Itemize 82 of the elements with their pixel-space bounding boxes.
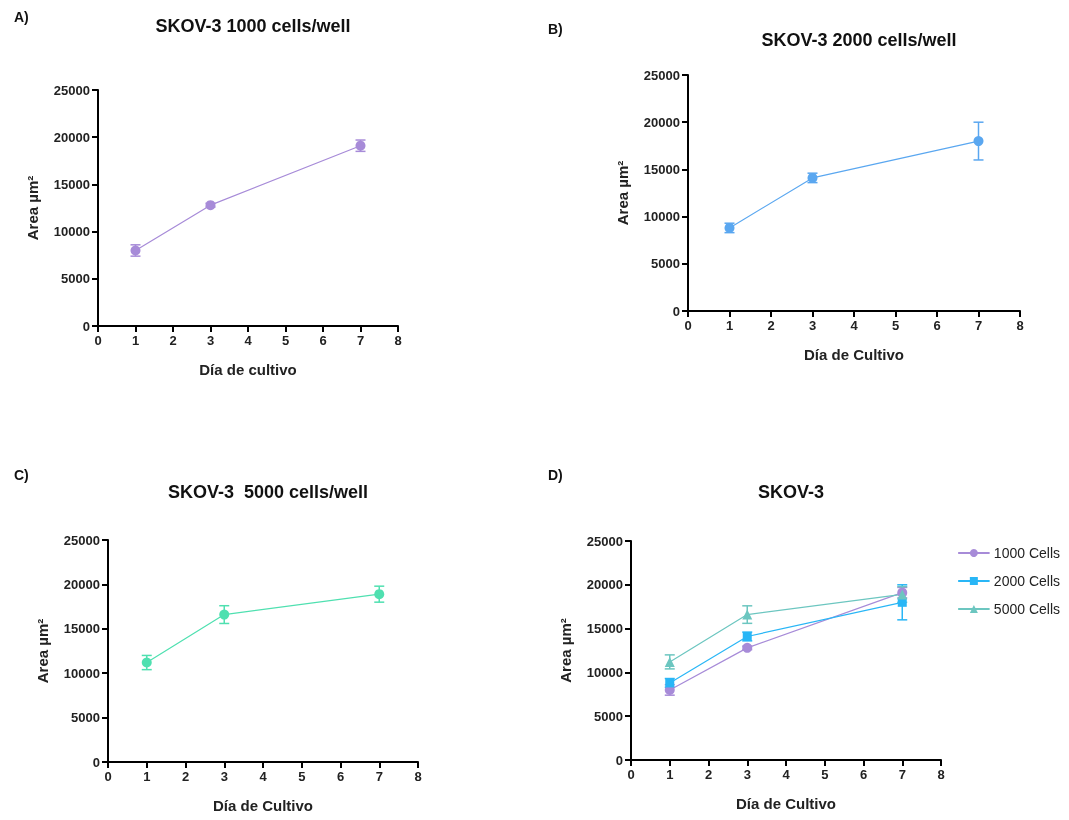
x-tick-label: 7 xyxy=(898,767,906,782)
x-tick-label: 8 xyxy=(394,333,402,348)
x-tick-label: 2 xyxy=(704,767,713,782)
x-tick-label: 2 xyxy=(169,333,177,348)
y-tick-label: 15000 xyxy=(53,176,90,192)
y-tick-label: 5000 xyxy=(651,256,680,272)
x-tick-label: 2 xyxy=(767,318,775,333)
y-tick-label: 10000 xyxy=(53,224,90,240)
text: A) xyxy=(14,9,29,25)
x-tick-label: 7 xyxy=(375,769,383,784)
y-tick-label: 15000 xyxy=(643,161,680,177)
y-axis-title: Area µm² xyxy=(557,618,574,683)
y-axis-title: Area µm² xyxy=(24,175,41,241)
legend-label: 1000 Cells xyxy=(993,545,1060,561)
x-axis-title: Día de Cultivo xyxy=(803,346,905,363)
x-tick-label: 0 xyxy=(627,767,635,782)
x-tick-label: 7 xyxy=(974,318,983,333)
chart-title: SKOV-3 5000 cells/well xyxy=(167,482,369,502)
y-tick-label: 10000 xyxy=(63,665,100,681)
y-axis-title: Area µm² xyxy=(614,160,631,226)
y-tick-label: 0 xyxy=(615,752,623,768)
x-tick-label: 1 xyxy=(666,767,674,782)
chart-title: SKOV-3 xyxy=(757,482,825,502)
point xyxy=(973,136,984,147)
y-tick-label: 10000 xyxy=(643,209,680,225)
x-tick-label: 7 xyxy=(356,333,365,348)
x-tick-label: 1 xyxy=(131,333,140,348)
x-axis-title: Día de cultivo xyxy=(199,361,297,378)
x-tick-label: 0 xyxy=(104,769,112,784)
y-tick-label: 20000 xyxy=(63,576,100,592)
y-tick-label: 5000 xyxy=(61,271,90,287)
point xyxy=(219,609,230,620)
y-tick-label: 20000 xyxy=(53,129,90,145)
chart-title: SKOV-3 1000 cells/well xyxy=(155,16,351,36)
x-tick-label: 4 xyxy=(850,318,859,333)
x-tick-label: 1 xyxy=(725,318,734,333)
x-tick-label: 4 xyxy=(244,333,253,348)
y-tick-label: 15000 xyxy=(63,621,100,637)
text: D) xyxy=(548,467,563,483)
x-tick-label: 6 xyxy=(319,333,327,348)
y-tick-label: 25000 xyxy=(643,67,680,83)
y-tick-label: 25000 xyxy=(63,532,100,548)
y-tick-label: 5000 xyxy=(71,710,100,726)
y-tick-label: 25000 xyxy=(53,82,90,98)
x-tick-label: 3 xyxy=(808,318,817,333)
x-tick-label: 4 xyxy=(782,767,791,782)
y-tick-label: 10000 xyxy=(586,664,623,680)
x-tick-label: 8 xyxy=(937,767,945,782)
point xyxy=(742,609,753,620)
y-tick-label: 15000 xyxy=(586,621,623,637)
x-tick-label: 0 xyxy=(684,318,692,333)
x-axis-title: Día de Cultivo xyxy=(212,797,314,814)
y-tick-label: 0 xyxy=(672,303,680,319)
y-tick-label: 0 xyxy=(92,754,100,770)
x-tick-label: 5 xyxy=(281,333,290,348)
x-tick-label: 2 xyxy=(181,769,190,784)
text: C) xyxy=(14,467,29,483)
x-tick-label: 3 xyxy=(206,333,215,348)
y-axis-title: Area µm² xyxy=(34,618,51,684)
x-tick-label: 6 xyxy=(336,769,345,784)
x-tick-label: 6 xyxy=(933,318,941,333)
x-tick-label: 8 xyxy=(414,769,422,784)
legend-label: 5000 Cells xyxy=(993,601,1060,617)
text: B) xyxy=(548,21,563,37)
x-tick-label: 5 xyxy=(821,767,829,782)
x-tick-label: 5 xyxy=(891,318,900,333)
y-tick-label: 25000 xyxy=(586,533,623,549)
x-tick-label: 5 xyxy=(298,769,306,784)
point xyxy=(374,589,385,600)
x-tick-label: 3 xyxy=(220,769,228,784)
point xyxy=(205,200,216,211)
x-tick-label: 4 xyxy=(259,769,268,784)
legend-label: 2000 Cells xyxy=(993,573,1060,589)
x-tick-label: 6 xyxy=(859,767,868,782)
x-tick-label: 1 xyxy=(143,769,151,784)
y-tick-label: 20000 xyxy=(643,114,680,130)
x-tick-label: 8 xyxy=(1016,318,1024,333)
x-axis-title: Día de Cultivo xyxy=(735,795,837,812)
y-tick-label: 20000 xyxy=(586,577,623,593)
y-tick-label: 5000 xyxy=(594,708,623,724)
x-tick-label: 3 xyxy=(743,767,751,782)
chart-title: SKOV-3 2000 cells/well xyxy=(761,30,957,50)
